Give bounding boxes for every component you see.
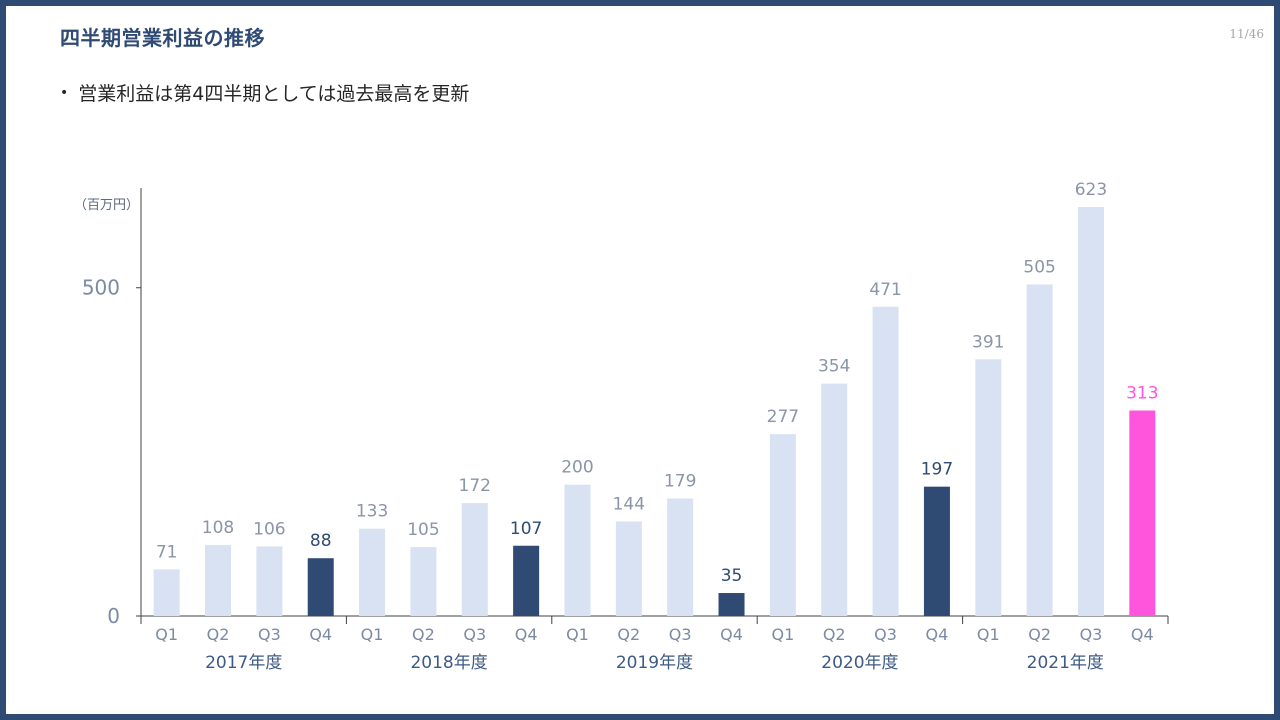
bullet-point: • 営業利益は第4四半期としては過去最高を更新 [60, 79, 469, 106]
bar [615, 521, 642, 616]
quarter-label: Q2 [617, 625, 640, 644]
bar-value-label: 71 [156, 542, 178, 562]
bar-value-label: 133 [356, 502, 388, 522]
bar-value-label: 471 [869, 280, 901, 300]
bar-value-label: 107 [510, 519, 542, 539]
bar [769, 434, 796, 616]
quarter-label: Q1 [566, 625, 589, 644]
quarter-label: Q2 [412, 625, 435, 644]
bar [410, 547, 437, 616]
quarter-label: Q3 [258, 625, 281, 644]
bar-value-label: 35 [721, 566, 743, 586]
bar-value-label: 144 [613, 494, 645, 514]
bar [205, 545, 232, 616]
bar [1129, 410, 1156, 616]
year-label: 2018年度 [410, 653, 487, 673]
bar-value-label: 505 [1023, 257, 1055, 277]
quarter-label: Q1 [977, 625, 1000, 644]
quarter-label: Q2 [207, 625, 230, 644]
bar [461, 503, 488, 616]
bar [872, 306, 899, 616]
bar [821, 383, 848, 616]
bar [307, 558, 334, 616]
quarter-label: Q1 [155, 625, 178, 644]
bar-value-label: 108 [202, 518, 234, 538]
bar [718, 593, 745, 616]
bar [256, 546, 283, 616]
quarter-label: Q2 [823, 625, 846, 644]
year-label: 2017年度 [205, 653, 282, 673]
bar-value-label: 179 [664, 471, 696, 491]
quarter-label: Q4 [926, 625, 949, 644]
data-labels: 71 108 106 88 133 105 172 107 200 144 179 35 277 354 4… [156, 180, 1159, 586]
bar [923, 486, 950, 616]
bar [153, 569, 180, 616]
bar-value-label: 354 [818, 357, 850, 377]
quarter-label: Q2 [1028, 625, 1051, 644]
year-label: 2019年度 [616, 653, 693, 673]
bar [1077, 207, 1104, 616]
bar-value-label: 313 [1126, 384, 1158, 404]
y-tick-label: 500 [82, 276, 120, 300]
bar-value-label: 391 [972, 332, 1004, 352]
page-number: 11/46 [1229, 27, 1264, 41]
slide-title: 四半期営業利益の推移 [60, 26, 265, 50]
bullet-text: 営業利益は第4四半期としては過去最高を更新 [78, 83, 470, 105]
bar-value-label: 197 [921, 460, 953, 480]
bar [513, 545, 540, 616]
quarter-label: Q4 [515, 625, 538, 644]
bar [359, 528, 386, 616]
quarter-label: Q3 [1080, 625, 1103, 644]
bar-value-label: 277 [767, 407, 799, 427]
quarter-label: Q3 [874, 625, 897, 644]
bar-value-label: 106 [253, 519, 285, 539]
bar [564, 484, 591, 616]
bar-value-label: 88 [310, 531, 332, 551]
bar-value-label: 105 [407, 520, 439, 540]
bar [1026, 284, 1053, 616]
bullet-dot-icon: • [60, 84, 69, 101]
year-label: 2020年度 [821, 653, 898, 673]
quarter-label: Q3 [669, 625, 692, 644]
unit-label: （百万円） [74, 198, 139, 213]
year-label: 2021年度 [1027, 653, 1104, 673]
x-axis-labels: Q1 Q2 Q3 Q4 Q1 Q2 Q3 Q4 Q1 Q2 Q3 Q4 Q1 Q2 Q3 Q4 Q1 Q2 Q3 Q4… [155, 625, 1153, 673]
bar [667, 498, 694, 616]
bars [153, 207, 1156, 616]
quarter-label: Q4 [720, 625, 743, 644]
quarter-label: Q3 [463, 625, 486, 644]
y-tick-label: 0 [107, 604, 120, 628]
bar-value-label: 623 [1075, 180, 1107, 200]
quarter-label: Q1 [361, 625, 384, 644]
bar-value-label: 200 [561, 458, 593, 478]
quarter-label: Q1 [771, 625, 794, 644]
quarter-label: Q4 [1131, 625, 1154, 644]
quarter-label: Q4 [309, 625, 332, 644]
bar-value-label: 172 [459, 476, 491, 496]
bar [975, 359, 1002, 616]
